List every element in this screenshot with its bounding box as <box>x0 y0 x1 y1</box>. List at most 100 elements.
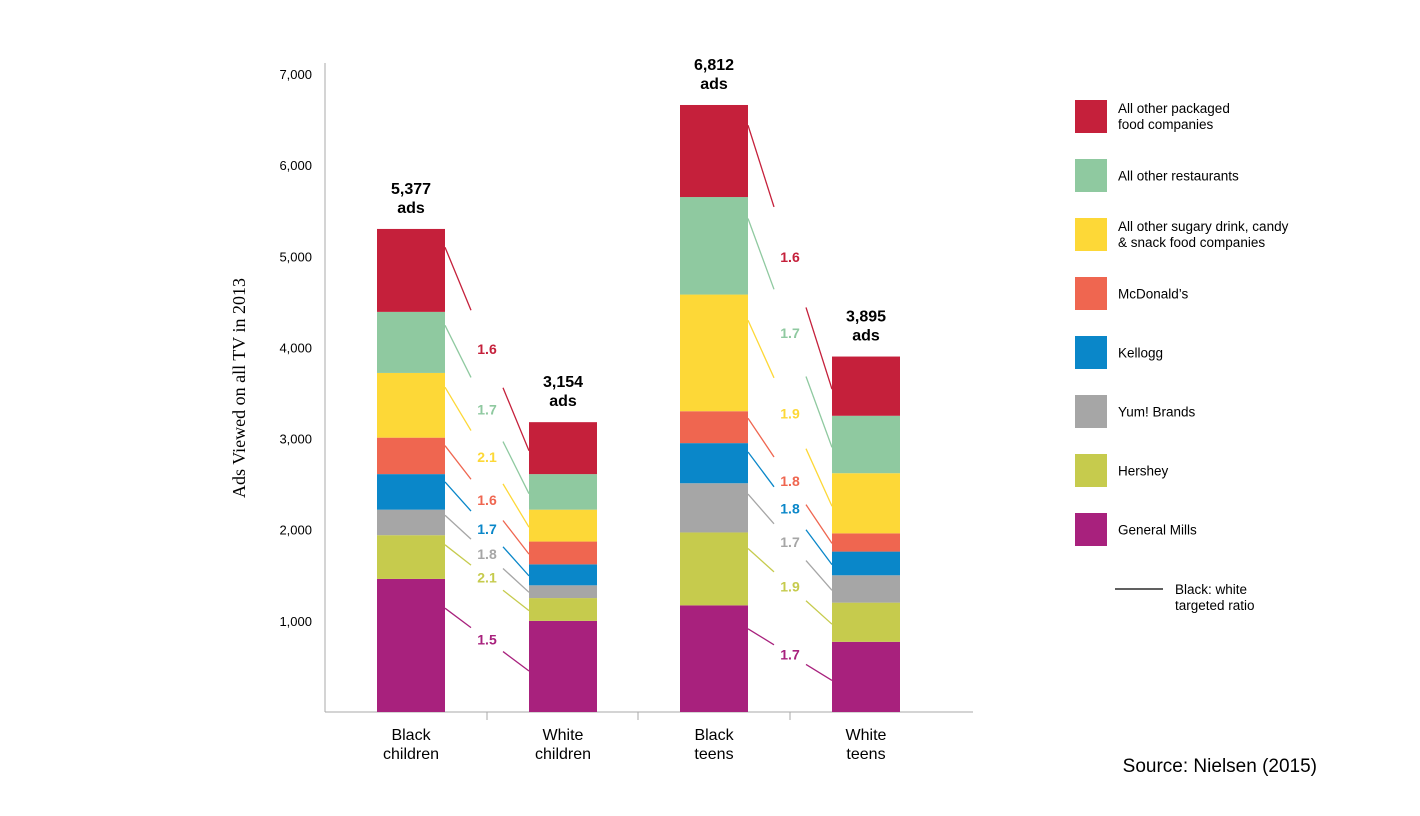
bar-segment <box>680 411 748 444</box>
ratio-connector <box>444 544 472 566</box>
ratio-connector <box>444 481 472 512</box>
ratio-connector <box>502 387 530 451</box>
ratio-label: 1.9 <box>780 405 800 421</box>
bar-segment <box>377 578 445 712</box>
category-label: children <box>535 746 591 763</box>
ratio-connector <box>747 493 775 525</box>
ratio-connector <box>444 514 472 540</box>
ratio-connector <box>747 125 775 208</box>
bar-segment <box>680 443 748 484</box>
ratio-connector <box>747 548 775 573</box>
bar-segment <box>529 564 597 586</box>
bar-segment <box>377 535 445 579</box>
bar-total-unit: ads <box>549 393 577 410</box>
ratio-label: 1.6 <box>477 492 497 508</box>
y-tick-label: 6,000 <box>279 158 312 173</box>
bar-segment <box>832 602 900 642</box>
bar-total-unit: ads <box>700 76 728 93</box>
ratio-connector <box>444 246 472 311</box>
bar-segment <box>377 437 445 475</box>
plot-area: 1,000 2,000 3,000 4,000 5,000 6,000 7,000 Ads V… <box>229 57 973 763</box>
legend-label: Yum! Brands <box>1118 405 1196 420</box>
legend-swatch <box>1075 277 1107 310</box>
ratio-connector <box>444 386 472 431</box>
ratio-connector <box>502 568 530 593</box>
bar-segment <box>832 415 900 474</box>
bar-total-label: 5,377 <box>391 181 431 198</box>
bar-segment <box>680 483 748 533</box>
ratio-line-legend-label: Black: white <box>1175 582 1247 597</box>
ratio-connector <box>747 417 775 458</box>
bar-total-label: 3,895 <box>846 309 886 326</box>
category-label: Black <box>391 727 431 744</box>
bar-segment <box>832 551 900 576</box>
legend-swatch <box>1075 159 1107 192</box>
legend-label: & snack food companies <box>1118 235 1265 250</box>
legend-label: All other sugary drink, candy <box>1118 219 1289 234</box>
legend-label: General Mills <box>1118 523 1197 538</box>
bar-segment <box>529 620 597 712</box>
ratio-label: 1.9 <box>780 578 800 594</box>
ratio-label: 1.7 <box>780 647 800 663</box>
ratio-connector <box>747 319 775 379</box>
ratio-label: 1.7 <box>780 534 800 550</box>
ratio-label: 1.8 <box>780 473 800 489</box>
bar-total-label: 6,812 <box>694 57 734 74</box>
ratio-label: 2.1 <box>477 570 497 586</box>
ratio-label: 1.7 <box>780 325 800 341</box>
ratio-label: 1.6 <box>477 341 497 357</box>
legend-swatch <box>1075 100 1107 133</box>
category-label: children <box>383 746 439 763</box>
legend-label: Hershey <box>1118 464 1169 479</box>
ratio-connector <box>805 307 833 390</box>
ratio-connector <box>502 546 530 577</box>
bar-segment <box>832 641 900 712</box>
legend-swatch <box>1075 454 1107 487</box>
y-tick-label: 4,000 <box>279 340 312 355</box>
ratio-label: 1.5 <box>477 632 497 648</box>
y-tick-label: 2,000 <box>279 523 312 538</box>
bar-segment <box>680 605 748 712</box>
ratio-connector <box>805 529 833 566</box>
category-label: White <box>846 727 887 744</box>
ratio-connector <box>805 448 833 507</box>
ratio-connector <box>502 651 530 672</box>
bar-segment <box>377 311 445 373</box>
category-label: White <box>543 727 584 744</box>
ratio-connector <box>805 600 833 625</box>
bar-segment <box>680 197 748 295</box>
ratio-connector <box>502 589 530 612</box>
ratio-connector <box>444 607 472 629</box>
bar-segment <box>377 474 445 510</box>
ratio-label: 1.8 <box>477 546 497 562</box>
bar-segment <box>832 473 900 534</box>
ratio-connector <box>747 218 775 290</box>
ratio-connector <box>805 663 833 681</box>
ratio-label: 1.7 <box>477 521 497 537</box>
bar-segment <box>529 422 597 475</box>
bar-segment <box>832 356 900 416</box>
ratio-connector <box>502 483 530 528</box>
bar-segment <box>832 533 900 552</box>
bar-segment <box>377 228 445 312</box>
y-tick-label: 5,000 <box>279 249 312 264</box>
bar-total-unit: ads <box>397 200 425 217</box>
bar-segment <box>529 474 597 510</box>
category-label: teens <box>846 746 885 763</box>
ratio-connector <box>805 560 833 591</box>
bar-segment <box>377 372 445 438</box>
ratio-connector <box>805 376 833 448</box>
bar-segment <box>680 104 748 198</box>
ratio-label: 2.1 <box>477 449 497 465</box>
ratio-connector <box>747 628 775 646</box>
ratio-line-legend-label: targeted ratio <box>1175 598 1255 613</box>
ratio-label: 1.8 <box>780 500 800 516</box>
legend-label: McDonald’s <box>1118 287 1189 302</box>
category-label: Black <box>694 727 734 744</box>
y-tick-label: 1,000 <box>279 614 312 629</box>
legend-swatch <box>1075 395 1107 428</box>
category-label: teens <box>694 746 733 763</box>
ratio-label: 1.6 <box>780 249 800 265</box>
